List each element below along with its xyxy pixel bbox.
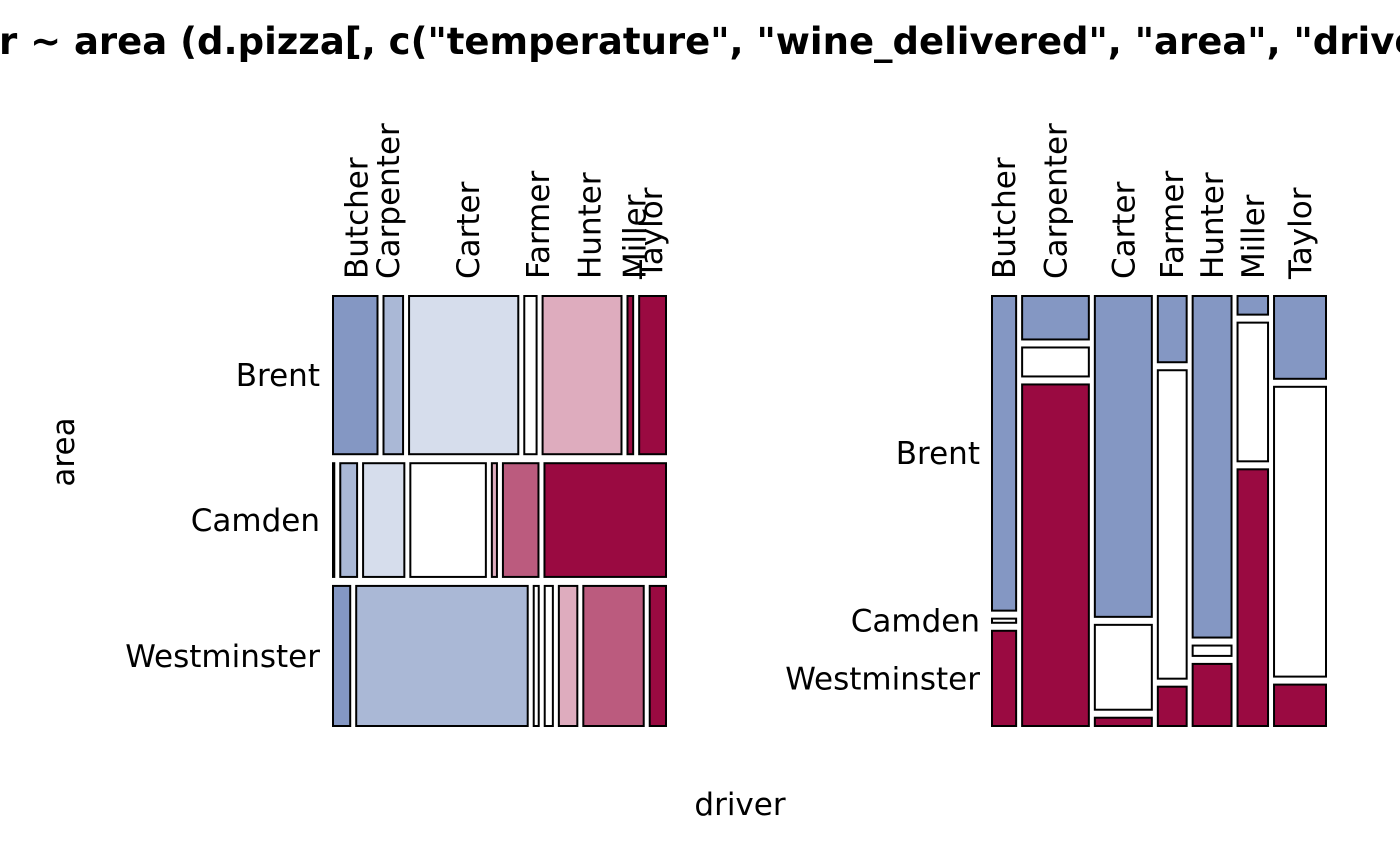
row-label-brent: Brent: [896, 436, 980, 472]
row-label-camden: Camden: [851, 604, 980, 640]
row-label-camden: Camden: [191, 503, 320, 539]
mosaic-tile-farmer-westminster: [1156, 685, 1188, 727]
column-label-carter: Carter: [1106, 181, 1142, 279]
mosaic-tile-brent-miller: [626, 295, 635, 456]
mosaic-tile-camden-hunter: [490, 462, 498, 578]
mosaic-tile-hunter-camden: [1191, 644, 1233, 657]
mosaic-tile-hunter-brent: [1191, 295, 1233, 639]
column-label-taylor: Taylor: [1283, 187, 1319, 280]
mosaic-tile-carpenter-westminster: [1021, 383, 1090, 727]
mosaic-tile-westminster-miller: [582, 584, 645, 727]
mosaic-tile-butcher-camden: [991, 617, 1018, 624]
column-label-taylor: Taylor: [634, 187, 670, 280]
column-label-hunter: Hunter: [572, 172, 608, 279]
mosaic-tile-brent-taylor: [638, 295, 667, 456]
column-label-carpenter: Carpenter: [371, 123, 407, 279]
mosaic-tile-taylor-westminster: [1273, 683, 1328, 727]
mosaic-tile-butcher-brent: [991, 295, 1018, 612]
column-label-farmer: Farmer: [1155, 171, 1191, 279]
mosaic-tile-farmer-camden: [1156, 369, 1188, 680]
mosaic-tile-miller-brent: [1236, 295, 1270, 316]
mosaic-tile-westminster-carpenter: [355, 584, 529, 727]
mosaic-tile-hunter-westminster: [1191, 662, 1233, 728]
mosaic-tile-westminster-butcher: [332, 584, 352, 727]
mosaic-tile-carter-westminster: [1093, 716, 1153, 727]
chart-title: driver ~ area (d.pizza[, c("temperature"…: [0, 20, 1400, 63]
column-label-carpenter: Carpenter: [1038, 123, 1074, 279]
mosaic-tile-camden-butcher: [332, 462, 336, 578]
row-label-brent: Brent: [236, 358, 320, 394]
mosaic-tile-taylor-brent: [1273, 295, 1328, 380]
mosaic-tile-brent-butcher: [332, 295, 379, 456]
mosaic-tile-camden-taylor: [543, 462, 667, 578]
column-label-hunter: Hunter: [1195, 172, 1231, 279]
column-label-butcher: Butcher: [339, 157, 375, 279]
y-axis-label: area: [46, 417, 82, 486]
mosaic-tile-camden-carter: [362, 462, 406, 578]
mosaic-tile-westminster-hunter: [557, 584, 579, 727]
mosaic-tile-westminster-taylor: [648, 584, 667, 727]
mosaic-tile-carpenter-brent: [1021, 295, 1090, 341]
mosaic-tile-brent-hunter: [541, 295, 623, 456]
mosaic-tile-brent-carpenter: [382, 295, 405, 456]
mosaic-tile-camden-carpenter: [339, 462, 359, 578]
column-label-carter: Carter: [451, 181, 487, 279]
mosaic-tile-camden-farmer: [409, 462, 487, 578]
mosaic-tile-brent-farmer: [523, 295, 538, 456]
mosaic-tile-butcher-westminster: [991, 629, 1018, 728]
mosaic-tile-westminster-farmer: [543, 584, 554, 727]
row-label-westminster: Westminster: [785, 662, 980, 698]
row-label-westminster: Westminster: [125, 639, 320, 675]
mosaic-tile-farmer-brent: [1156, 295, 1188, 364]
mosaic-tile-miller-westminster: [1236, 468, 1270, 727]
mosaic-tile-westminster-carter: [532, 584, 540, 727]
column-label-butcher: Butcher: [987, 157, 1023, 279]
mosaic-tile-miller-camden: [1236, 321, 1270, 463]
mosaic-tile-brent-carter: [408, 295, 520, 456]
right-mosaic-panel: Butcher Carpenter Carter Farmer Hunter Miller…: [785, 123, 1328, 728]
mosaic-tile-carpenter-camden: [1021, 346, 1090, 378]
x-axis-label: driver: [694, 787, 785, 823]
column-label-farmer: Farmer: [521, 171, 557, 279]
mosaic-tile-carter-brent: [1093, 295, 1153, 618]
mosaic-tile-camden-miller: [501, 462, 540, 578]
mosaic-tile-taylor-camden: [1273, 385, 1328, 678]
column-label-miller: Miller: [1236, 194, 1272, 279]
column-label-miller: Miller: [617, 194, 653, 279]
mosaic-tile-carter-camden: [1093, 623, 1153, 711]
